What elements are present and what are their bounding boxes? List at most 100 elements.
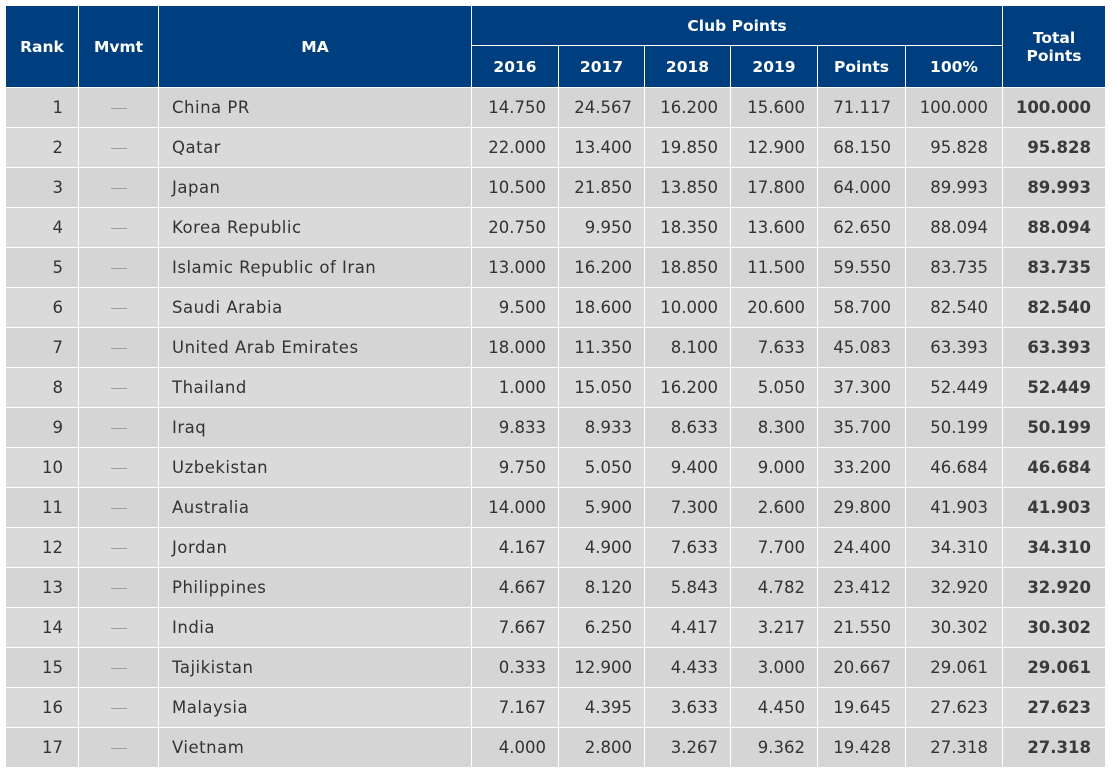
value-2019-cell: 2.600: [730, 487, 818, 528]
mvmt-cell: [78, 87, 159, 128]
value-2018-cell: 4.417: [644, 607, 731, 648]
dash-icon: [110, 428, 127, 429]
rank-cell: 4: [5, 207, 79, 248]
value-2016-cell: 7.167: [471, 687, 559, 728]
header-year-2017: 2017: [558, 45, 645, 88]
value-2018-cell: 18.850: [644, 247, 731, 288]
table-row: 1 China PR 14.750 24.567 16.200 15.600 71.117 1…: [5, 87, 1106, 128]
value-2017-cell: 8.933: [558, 407, 645, 448]
mvmt-cell: [78, 287, 159, 328]
header-total-line1: Total: [1032, 28, 1076, 47]
value-2018-cell: 16.200: [644, 87, 731, 128]
rank-cell: 10: [5, 447, 79, 488]
value-2017-cell: 4.395: [558, 687, 645, 728]
mvmt-cell: [78, 447, 159, 488]
total-points-cell: 82.540: [1002, 287, 1106, 328]
table-row: 8 Thailand 1.000 15.050 16.200 5.050 37.300 52.…: [5, 367, 1106, 408]
header-total-points: Total Points: [1002, 5, 1106, 88]
ma-cell: Vietnam: [158, 727, 472, 768]
pct-cell: 46.684: [905, 447, 1003, 488]
table-row: 5 Islamic Republic of Iran 13.000 16.200 18.…: [5, 247, 1106, 288]
value-2018-cell: 7.300: [644, 487, 731, 528]
pct-cell: 34.310: [905, 527, 1003, 568]
rank-cell: 6: [5, 287, 79, 328]
table-row: 9 Iraq 9.833 8.933 8.633 8.300 35.700 50.199 50.…: [5, 407, 1106, 448]
value-2017-cell: 12.900: [558, 647, 645, 688]
mvmt-cell: [78, 487, 159, 528]
ma-cell: Thailand: [158, 367, 472, 408]
points-cell: 59.550: [817, 247, 906, 288]
total-points-cell: 95.828: [1002, 127, 1106, 168]
value-2017-cell: 6.250: [558, 607, 645, 648]
value-2019-cell: 4.782: [730, 567, 818, 608]
value-2016-cell: 9.750: [471, 447, 559, 488]
pct-cell: 41.903: [905, 487, 1003, 528]
value-2016-cell: 14.750: [471, 87, 559, 128]
points-cell: 29.800: [817, 487, 906, 528]
points-cell: 71.117: [817, 87, 906, 128]
total-points-cell: 29.061: [1002, 647, 1106, 688]
dash-icon: [110, 148, 127, 149]
ma-cell: Iraq: [158, 407, 472, 448]
value-2018-cell: 18.350: [644, 207, 731, 248]
header-rank: Rank: [5, 5, 79, 88]
value-2017-cell: 5.050: [558, 447, 645, 488]
value-2016-cell: 4.000: [471, 727, 559, 768]
value-2017-cell: 13.400: [558, 127, 645, 168]
total-points-cell: 52.449: [1002, 367, 1106, 408]
value-2016-cell: 4.667: [471, 567, 559, 608]
pct-cell: 50.199: [905, 407, 1003, 448]
header-total-line2: Points: [1026, 46, 1082, 65]
table-header: Rank Mvmt MA Club Points Total Points 20…: [5, 5, 1106, 88]
value-2019-cell: 13.600: [730, 207, 818, 248]
rank-cell: 13: [5, 567, 79, 608]
value-2018-cell: 4.433: [644, 647, 731, 688]
rank-cell: 11: [5, 487, 79, 528]
points-cell: 24.400: [817, 527, 906, 568]
mvmt-cell: [78, 607, 159, 648]
total-points-cell: 27.623: [1002, 687, 1106, 728]
value-2018-cell: 19.850: [644, 127, 731, 168]
dash-icon: [110, 308, 127, 309]
value-2019-cell: 3.217: [730, 607, 818, 648]
points-cell: 37.300: [817, 367, 906, 408]
value-2016-cell: 9.833: [471, 407, 559, 448]
pct-cell: 29.061: [905, 647, 1003, 688]
mvmt-cell: [78, 367, 159, 408]
value-2017-cell: 24.567: [558, 87, 645, 128]
table-row: 3 Japan 10.500 21.850 13.850 17.800 64.000 89.9…: [5, 167, 1106, 208]
points-cell: 20.667: [817, 647, 906, 688]
rank-cell: 12: [5, 527, 79, 568]
value-2017-cell: 4.900: [558, 527, 645, 568]
value-2019-cell: 12.900: [730, 127, 818, 168]
points-cell: 21.550: [817, 607, 906, 648]
ma-cell: Tajikistan: [158, 647, 472, 688]
pct-cell: 100.000: [905, 87, 1003, 128]
rank-cell: 14: [5, 607, 79, 648]
value-2018-cell: 7.633: [644, 527, 731, 568]
value-2018-cell: 16.200: [644, 367, 731, 408]
dash-icon: [110, 108, 127, 109]
header-ma: MA: [158, 5, 472, 88]
ranking-table: Rank Mvmt MA Club Points Total Points 20…: [5, 5, 1106, 768]
value-2019-cell: 5.050: [730, 367, 818, 408]
table-row: 4 Korea Republic 20.750 9.950 18.350 13.600 62…: [5, 207, 1106, 248]
value-2016-cell: 22.000: [471, 127, 559, 168]
table-row: 6 Saudi Arabia 9.500 18.600 10.000 20.600 58.7…: [5, 287, 1106, 328]
ma-cell: Malaysia: [158, 687, 472, 728]
value-2019-cell: 20.600: [730, 287, 818, 328]
total-points-cell: 27.318: [1002, 727, 1106, 768]
value-2016-cell: 20.750: [471, 207, 559, 248]
mvmt-cell: [78, 327, 159, 368]
value-2019-cell: 8.300: [730, 407, 818, 448]
total-points-cell: 41.903: [1002, 487, 1106, 528]
ma-cell: India: [158, 607, 472, 648]
value-2016-cell: 0.333: [471, 647, 559, 688]
table-row: 7 United Arab Emirates 18.000 11.350 8.100 7.…: [5, 327, 1106, 368]
header-points: Points: [817, 45, 906, 88]
value-2017-cell: 2.800: [558, 727, 645, 768]
dash-icon: [110, 588, 127, 589]
mvmt-cell: [78, 687, 159, 728]
rank-cell: 2: [5, 127, 79, 168]
mvmt-cell: [78, 207, 159, 248]
